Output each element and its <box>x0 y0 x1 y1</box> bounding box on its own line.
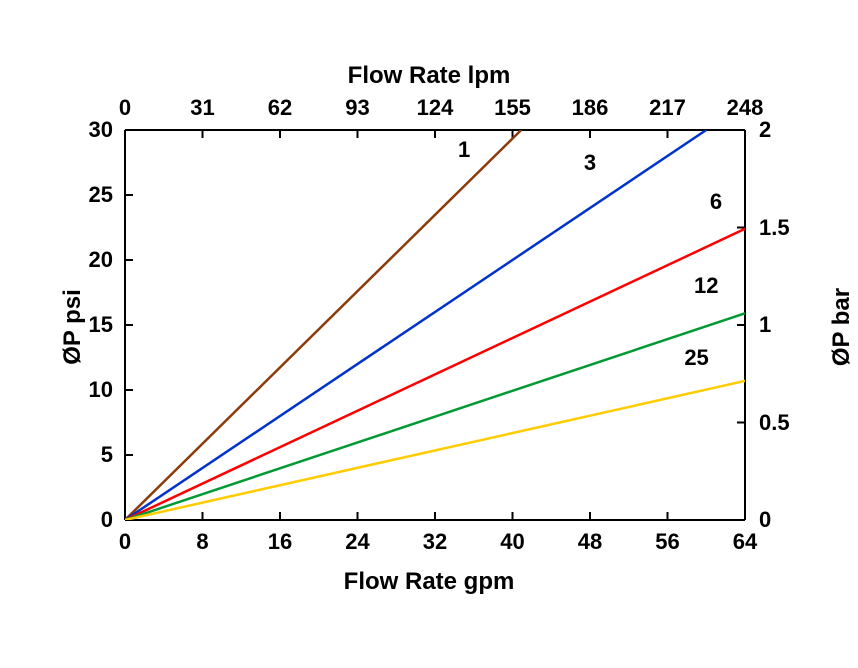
series-label-1: 1 <box>458 137 470 163</box>
x-top-tick: 0 <box>119 95 131 121</box>
y-right-tick: 1 <box>759 312 771 338</box>
y-left-tick: 10 <box>89 377 113 403</box>
y-right-tick: 1.5 <box>759 215 790 241</box>
x-bottom-tick: 24 <box>345 529 369 555</box>
y-left-tick: 15 <box>89 312 113 338</box>
series-line-12 <box>125 313 745 520</box>
x-top-tick: 62 <box>268 95 292 121</box>
x-top-tick: 31 <box>190 95 214 121</box>
series-line-25 <box>125 381 745 520</box>
x-top-tick: 248 <box>727 95 764 121</box>
y-right-tick: 2 <box>759 117 771 143</box>
x-axis-title-bottom: Flow Rate gpm <box>0 568 858 596</box>
y-left-tick: 25 <box>89 182 113 208</box>
x-top-tick: 93 <box>345 95 369 121</box>
y-axis-title-left: ØP psi <box>59 289 87 365</box>
series-line-1 <box>125 130 521 520</box>
x-top-tick: 186 <box>572 95 609 121</box>
x-bottom-tick: 64 <box>733 529 757 555</box>
series-label-3: 3 <box>584 150 596 176</box>
x-axis-title-top: Flow Rate lpm <box>0 62 858 90</box>
y-left-tick: 20 <box>89 247 113 273</box>
x-bottom-tick: 8 <box>196 529 208 555</box>
x-top-tick: 217 <box>649 95 686 121</box>
series-label-12: 12 <box>694 273 718 299</box>
series-label-6: 6 <box>710 189 722 215</box>
series-line-3 <box>125 130 706 520</box>
series-line-6 <box>125 229 745 520</box>
x-bottom-tick: 56 <box>655 529 679 555</box>
series-label-25: 25 <box>684 345 708 371</box>
x-top-tick: 124 <box>417 95 454 121</box>
y-left-tick: 5 <box>101 442 113 468</box>
y-right-tick: 0.5 <box>759 410 790 436</box>
x-bottom-tick: 40 <box>500 529 524 555</box>
x-bottom-tick: 0 <box>119 529 131 555</box>
x-bottom-tick: 16 <box>268 529 292 555</box>
x-bottom-tick: 32 <box>423 529 447 555</box>
y-left-tick: 0 <box>101 507 113 533</box>
y-axis-title-right: ØP bar <box>828 288 856 366</box>
y-right-tick: 0 <box>759 507 771 533</box>
x-top-tick: 155 <box>494 95 531 121</box>
x-bottom-tick: 48 <box>578 529 602 555</box>
y-left-tick: 30 <box>89 117 113 143</box>
